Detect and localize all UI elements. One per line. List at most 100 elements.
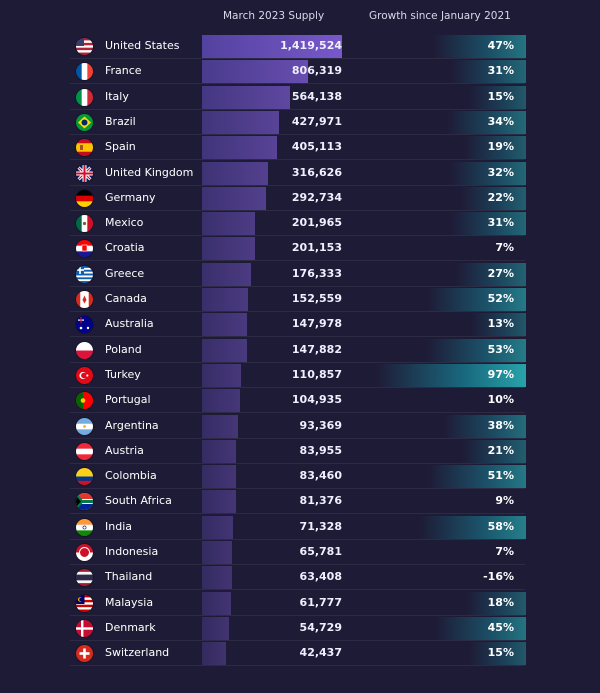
table-row-germany: Germany 292,734 22% <box>0 186 600 211</box>
flag-croatia-icon <box>76 240 93 258</box>
growth-value: 18% <box>487 595 514 609</box>
supply-value: 147,978 <box>291 317 342 331</box>
flag-germany-icon <box>76 189 93 207</box>
growth-bar <box>462 439 526 463</box>
country-name: Australia <box>105 317 154 331</box>
supply-bar <box>202 288 248 311</box>
supply-bar <box>202 414 238 438</box>
growth-value: 58% <box>487 519 514 533</box>
country-name: Brazil <box>105 114 136 128</box>
row-divider <box>70 513 525 515</box>
country-name: Austria <box>105 443 144 457</box>
growth-value: 31% <box>487 216 514 230</box>
flag-thailand-icon <box>76 569 93 587</box>
supply-value: 405,113 <box>291 140 342 154</box>
table-row-poland: Poland 147,882 53% <box>0 338 600 363</box>
supply-bar <box>202 363 242 387</box>
growth-value: 7% <box>495 545 514 558</box>
country-name: France <box>105 64 142 78</box>
growth-value: 45% <box>487 620 514 634</box>
growth-bar <box>428 465 526 489</box>
flag-portugal-icon <box>76 392 93 410</box>
growth-value: 51% <box>487 469 514 483</box>
supply-value: 93,369 <box>299 418 342 432</box>
growth-value: 32% <box>487 165 514 179</box>
row-divider <box>70 538 525 540</box>
supply-value: 63,408 <box>299 570 342 584</box>
country-name: Colombia <box>105 469 157 483</box>
supply-bar <box>202 212 255 236</box>
flag-united-states-icon <box>76 38 93 55</box>
row-divider <box>70 488 525 490</box>
supply-value: 71,328 <box>299 519 342 533</box>
supply-value: 806,319 <box>291 64 342 78</box>
growth-bar <box>376 363 526 387</box>
supply-value: 201,965 <box>291 216 342 230</box>
supply-value: 61,777 <box>299 595 342 609</box>
growth-bar <box>449 161 526 185</box>
growth-bar <box>471 313 526 337</box>
supply-bar <box>202 541 233 564</box>
flag-india-icon <box>76 518 93 536</box>
table-row-mexico: Mexico 201,965 31% <box>0 211 600 237</box>
supply-value: 83,955 <box>299 443 342 457</box>
flag-austria-icon <box>76 442 93 460</box>
table-row-switzerland: Switzerland 42,437 15% <box>0 641 600 667</box>
table-row-thailand: Thailand 63,408 -16% <box>0 565 600 591</box>
growth-value: 47% <box>487 39 514 52</box>
flag-united-kingdom-icon <box>76 164 93 182</box>
supply-bar <box>202 85 291 109</box>
table-row-turkey: Turkey 110,857 97% <box>0 363 600 388</box>
flag-greece-icon <box>76 265 93 283</box>
growth-bar <box>450 212 526 236</box>
row-divider <box>70 235 525 237</box>
country-name: Malaysia <box>105 595 154 609</box>
row-divider <box>70 336 525 338</box>
growth-value: 38% <box>487 418 514 432</box>
supply-value: 83,460 <box>299 469 342 483</box>
supply-value: 176,333 <box>291 266 342 280</box>
table-row-canada: Canada 152,559 52% <box>0 287 600 312</box>
flag-malaysia-icon <box>76 594 93 612</box>
row-divider <box>70 184 525 186</box>
growth-bar <box>464 136 526 160</box>
supply-bar <box>202 642 227 666</box>
supply-bar <box>202 591 232 615</box>
supply-bar <box>202 60 308 84</box>
flag-argentina-icon <box>76 417 93 435</box>
table-row-portugal: Portugal 104,935 10% <box>0 388 600 414</box>
table-row-united-states: United States 1,419,524 47% <box>0 34 600 59</box>
supply-bar <box>202 186 266 210</box>
table-row-spain: Spain 405,113 19% <box>0 135 600 161</box>
row-divider <box>70 564 525 565</box>
supply-bar <box>202 161 269 185</box>
flag-france-icon <box>76 63 93 81</box>
supply-bar <box>202 389 241 413</box>
header-growth: Growth since January 2021 <box>369 10 511 22</box>
supply-value: 427,971 <box>291 114 342 128</box>
supply-value: 1,419,524 <box>280 39 342 52</box>
growth-bar <box>465 591 526 615</box>
supply-bar <box>202 515 234 539</box>
supply-bar <box>202 566 232 590</box>
row-divider <box>70 133 525 135</box>
row-divider <box>70 437 525 439</box>
growth-bar <box>427 288 526 311</box>
table-row-austria: Austria 83,955 21% <box>0 439 600 464</box>
growth-value: 15% <box>487 646 514 660</box>
country-name: Turkey <box>105 367 141 381</box>
supply-bar <box>202 490 236 514</box>
row-divider <box>70 58 525 59</box>
growth-value: 97% <box>487 367 514 381</box>
supply-value: 110,857 <box>291 367 342 381</box>
table-row-argentina: Argentina 93,369 38% <box>0 414 600 439</box>
growth-value: 9% <box>495 494 514 508</box>
flag-australia-icon <box>76 316 93 334</box>
supply-value: 81,376 <box>299 494 342 508</box>
growth-value: 15% <box>487 89 514 103</box>
country-name: Denmark <box>105 620 156 634</box>
table-row-indonesia: Indonesia 65,781 7% <box>0 540 600 565</box>
supply-value: 316,626 <box>291 165 342 179</box>
row-divider <box>70 209 525 211</box>
growth-value: 31% <box>487 64 514 78</box>
